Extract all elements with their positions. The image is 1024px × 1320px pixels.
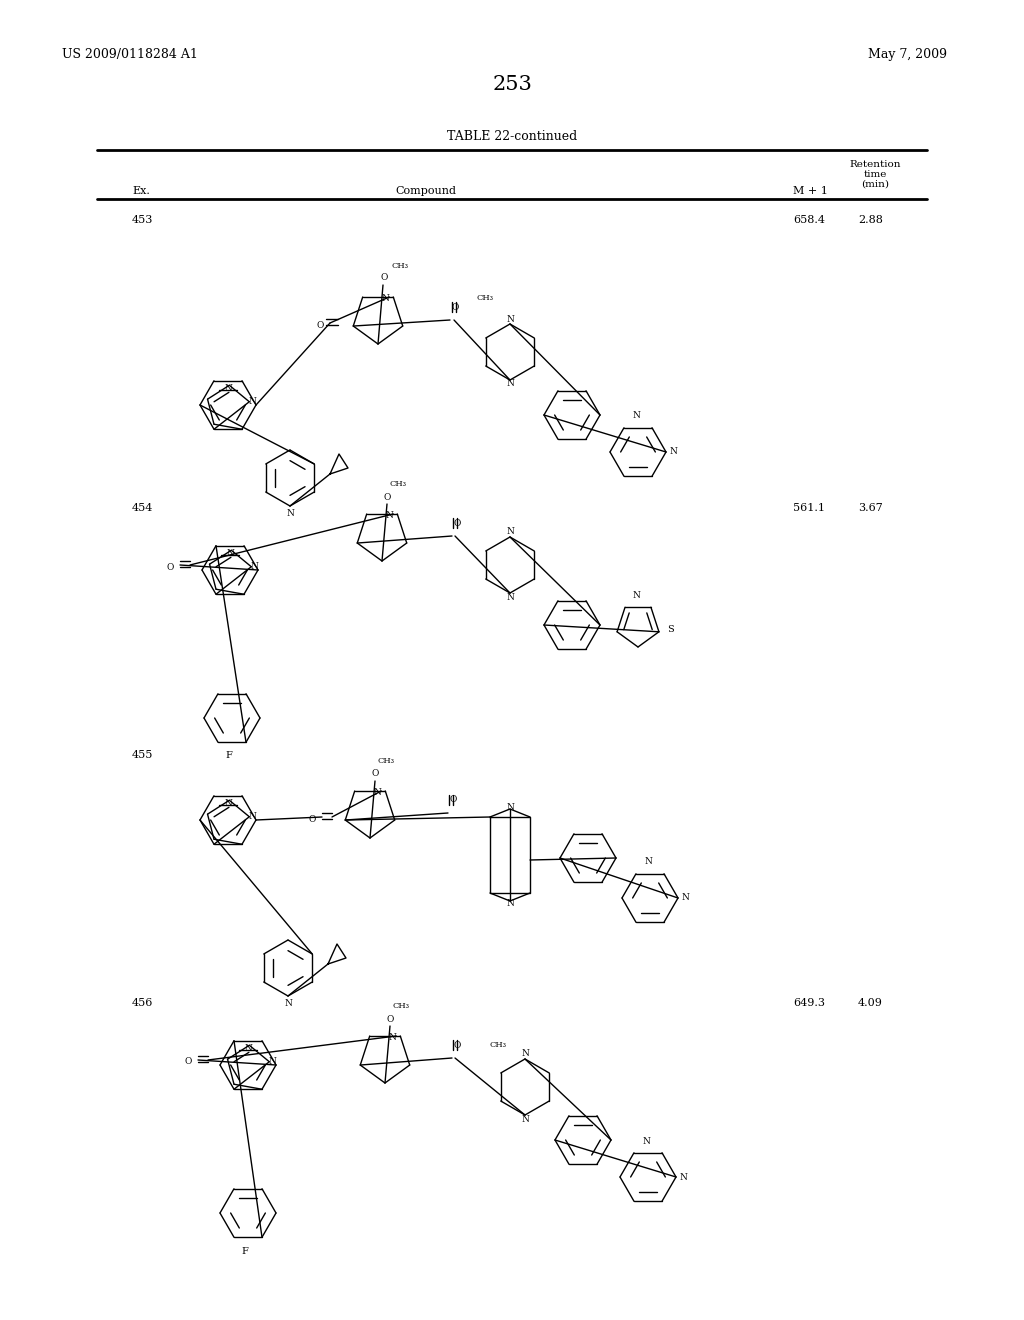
Text: N: N	[521, 1049, 529, 1059]
Text: N: N	[679, 1172, 687, 1181]
Text: N: N	[642, 1137, 650, 1146]
Text: N: N	[249, 812, 256, 821]
Text: N: N	[644, 858, 652, 866]
Text: CH₃: CH₃	[489, 1041, 507, 1049]
Text: N: N	[385, 511, 393, 520]
Text: N: N	[249, 397, 256, 407]
Text: N: N	[506, 380, 514, 388]
Text: N: N	[226, 549, 234, 558]
Text: S: S	[668, 626, 675, 635]
Text: N: N	[681, 894, 689, 903]
Text: 2.88: 2.88	[858, 215, 883, 224]
Text: N: N	[250, 562, 258, 572]
Text: CH₃: CH₃	[391, 261, 409, 271]
Text: CH₃: CH₃	[378, 756, 394, 766]
Text: CH₃: CH₃	[392, 1002, 410, 1010]
Text: May 7, 2009: May 7, 2009	[868, 48, 947, 61]
Text: N: N	[388, 1034, 396, 1043]
Text: N: N	[632, 590, 640, 599]
Text: N: N	[286, 510, 294, 519]
Text: Ex.: Ex.	[132, 186, 150, 195]
Text: F: F	[225, 751, 232, 760]
Text: O: O	[452, 302, 459, 312]
Text: O: O	[184, 1057, 191, 1067]
Text: CH₃: CH₃	[389, 480, 407, 488]
Text: 4.09: 4.09	[858, 998, 883, 1008]
Text: Retention: Retention	[849, 160, 901, 169]
Text: F: F	[242, 1246, 249, 1255]
Text: N: N	[245, 1044, 252, 1053]
Text: 455: 455	[132, 750, 154, 760]
Text: 456: 456	[132, 998, 154, 1008]
Text: O: O	[383, 492, 391, 502]
Text: Compound: Compound	[395, 186, 456, 195]
Text: TABLE 22-continued: TABLE 22-continued	[446, 129, 578, 143]
Text: 561.1: 561.1	[793, 503, 825, 513]
Text: O: O	[454, 519, 461, 528]
Text: N: N	[268, 1057, 276, 1067]
Text: O: O	[372, 770, 379, 779]
Text: O: O	[454, 1040, 461, 1049]
Text: 253: 253	[493, 75, 531, 94]
Text: 3.67: 3.67	[858, 503, 883, 513]
Text: O: O	[166, 562, 174, 572]
Text: O: O	[308, 814, 315, 824]
Text: 454: 454	[132, 503, 154, 513]
Text: N: N	[224, 799, 232, 808]
Text: US 2009/0118284 A1: US 2009/0118284 A1	[62, 48, 198, 61]
Text: O: O	[450, 796, 457, 804]
Text: N: N	[284, 999, 292, 1008]
Text: 658.4: 658.4	[793, 215, 825, 224]
Text: O: O	[386, 1015, 393, 1023]
Text: O: O	[380, 273, 388, 282]
Text: N: N	[374, 788, 381, 797]
Text: N: N	[224, 384, 232, 393]
Text: N: N	[632, 412, 640, 421]
Text: time: time	[863, 170, 887, 180]
Text: M + 1: M + 1	[793, 186, 827, 195]
Text: N: N	[506, 528, 514, 536]
Text: N: N	[506, 803, 514, 812]
Text: N: N	[669, 447, 677, 457]
Text: O: O	[316, 321, 324, 330]
Text: N: N	[381, 294, 389, 304]
Text: 453: 453	[132, 215, 154, 224]
Text: N: N	[506, 314, 514, 323]
Text: N: N	[506, 594, 514, 602]
Text: N: N	[521, 1115, 529, 1125]
Text: 649.3: 649.3	[793, 998, 825, 1008]
Text: N: N	[506, 899, 514, 908]
Text: (min): (min)	[861, 180, 889, 189]
Text: CH₃: CH₃	[476, 294, 494, 302]
